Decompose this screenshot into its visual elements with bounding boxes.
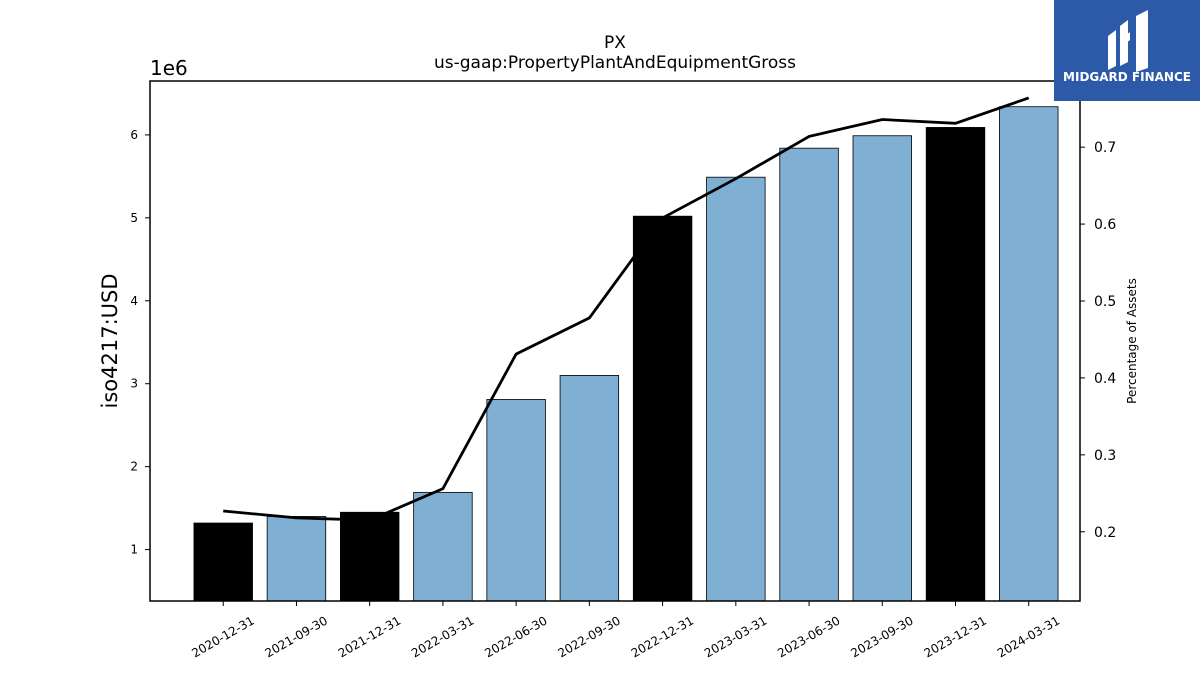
- y2-tick-label: 0.6: [1094, 217, 1116, 233]
- x-tick-label: 2023-12-31: [922, 613, 989, 660]
- plot-frame: [149, 80, 1081, 602]
- y-tick-label: 2: [130, 460, 138, 474]
- y2-tick-label: 0.7: [1094, 140, 1116, 156]
- y2-axis-label: Percentage of Assets: [1125, 278, 1139, 404]
- x-tick-label: 2021-09-30: [263, 613, 330, 660]
- bar-2023-06-30: [779, 147, 839, 602]
- y2-tick-label: 0.3: [1094, 448, 1116, 464]
- bar-2023-09-30: [852, 135, 912, 602]
- y2-tick-label: 0.2: [1094, 525, 1116, 541]
- bar-2022-09-30: [559, 375, 620, 602]
- y-tick-label: 1: [130, 543, 138, 557]
- bar-group: [193, 106, 1059, 602]
- y-tick-label: 3: [130, 377, 138, 391]
- y-ticks: 1 2 3 4 5 6: [130, 128, 150, 557]
- chart-title: PX: [604, 33, 626, 53]
- y2-ticks: 0.2 0.3 0.4 0.5 0.6 0.7: [1080, 140, 1116, 541]
- y-tick-label: 6: [130, 128, 138, 142]
- x-tick-label: 2023-06-30: [775, 613, 842, 660]
- x-tick-label: 2021-12-31: [336, 613, 403, 660]
- x-tick-label: 2022-09-30: [555, 613, 622, 660]
- y-tick-label: 5: [130, 211, 138, 225]
- bar-2022-12-31: [632, 215, 693, 602]
- line-group: [223, 96, 1030, 522]
- bar-2021-09-30: [266, 516, 327, 602]
- bar-2024-03-31: [999, 106, 1059, 602]
- bar-2022-06-30: [486, 399, 546, 602]
- midgard-finance-logo: MIDGARD FINANCE: [1054, 0, 1200, 101]
- y2-tick-label: 0.5: [1094, 294, 1116, 310]
- x-tick-label: 2022-06-30: [482, 613, 549, 660]
- y-axis-label: iso4217:USD: [98, 273, 122, 408]
- midgard-m-logo-icon: [1108, 10, 1148, 72]
- bar-2021-12-31: [339, 511, 400, 602]
- x-tick-label: 2020-12-31: [189, 613, 256, 660]
- bar-2023-12-31: [925, 127, 986, 602]
- x-tick-label: 2024-03-31: [995, 613, 1062, 660]
- x-tick-label: 2023-03-31: [702, 613, 769, 660]
- percentage-line: [223, 96, 1030, 522]
- y2-tick-label: 0.4: [1094, 371, 1116, 387]
- bar-2023-03-31: [706, 176, 766, 602]
- logo-text: MIDGARD FINANCE: [1063, 70, 1191, 84]
- bar-2020-12-31: [193, 522, 253, 602]
- x-tick-label: 2022-03-31: [409, 613, 476, 660]
- x-ticks: 2020-12-31 2021-09-30 2021-12-31 2022-03-31…: [189, 601, 1062, 660]
- y-offset-label: 1e6: [150, 56, 188, 80]
- y-tick-label: 4: [130, 294, 138, 308]
- x-tick-label: 2023-09-30: [848, 613, 915, 660]
- chart-subtitle: us-gaap:PropertyPlantAndEquipmentGross: [434, 53, 796, 73]
- bar-2022-03-31: [413, 491, 473, 602]
- x-tick-label: 2022-12-31: [629, 613, 696, 660]
